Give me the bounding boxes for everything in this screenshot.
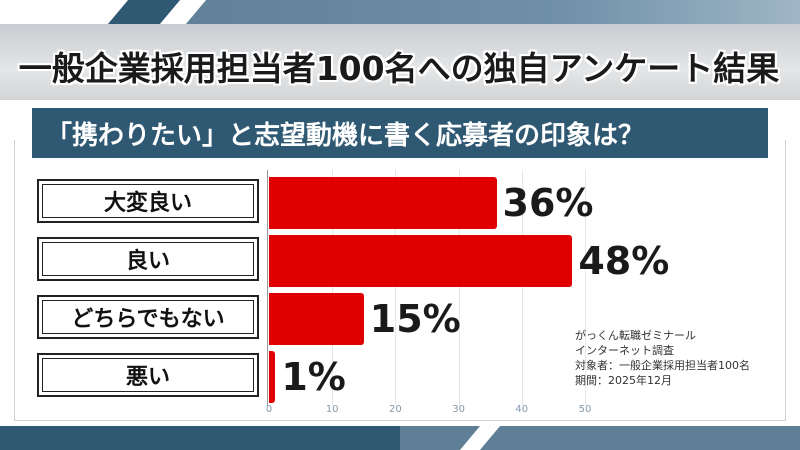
category-label-box: 大変良い (37, 179, 259, 223)
value-label: 1% (281, 355, 346, 399)
source-line: 期間：2025年12月 (575, 374, 672, 387)
value-label: 48% (578, 239, 670, 283)
gridline (521, 170, 523, 406)
gridline (332, 170, 334, 406)
x-tick-label: 20 (389, 404, 402, 415)
bar (269, 293, 364, 345)
category-label-box: 悪い (37, 353, 259, 397)
value-label: 36% (502, 181, 594, 225)
bar (269, 351, 276, 403)
x-tick-label: 0 (265, 404, 273, 415)
value-label: 15% (369, 297, 461, 341)
y-axis-line (267, 170, 268, 406)
x-tick-label: 10 (325, 404, 339, 415)
headline-title: 一般企業採用担当者100名への独自アンケート結果 (18, 49, 780, 88)
bar (269, 235, 573, 287)
question-banner: 「携わりたい」と志望動機に書く応募者の印象は？ (32, 108, 768, 158)
source-note: がっくん転職ゼミナール インターネット調査 対象者：一般企業採用担当者100名 … (575, 328, 750, 388)
gridline (395, 170, 397, 406)
x-tick-label: 50 (578, 404, 592, 415)
source-line: がっくん転職ゼミナール (575, 329, 696, 342)
category-label: 悪い (125, 365, 170, 390)
category-label: 大変良い (103, 191, 192, 216)
top-decorative-band (0, 0, 800, 24)
bar (269, 177, 497, 229)
source-line: 対象者：一般企業採用担当者100名 (575, 359, 750, 372)
category-label-box: どちらでもない (37, 295, 259, 339)
x-tick-label: 40 (515, 404, 529, 415)
category-label: 良い (125, 249, 170, 274)
category-label-box: 良い (37, 237, 259, 281)
gridline (585, 170, 586, 406)
gridline (458, 170, 460, 406)
category-label: どちらでもない (71, 307, 225, 332)
x-tick-label: 30 (452, 404, 465, 415)
question-text: 「携わりたい」と志望動機に書く応募者の印象は？ (46, 120, 645, 151)
headline-background (0, 24, 800, 100)
bottom-decorative-band (0, 426, 800, 450)
source-line: インターネット調査 (575, 344, 674, 357)
